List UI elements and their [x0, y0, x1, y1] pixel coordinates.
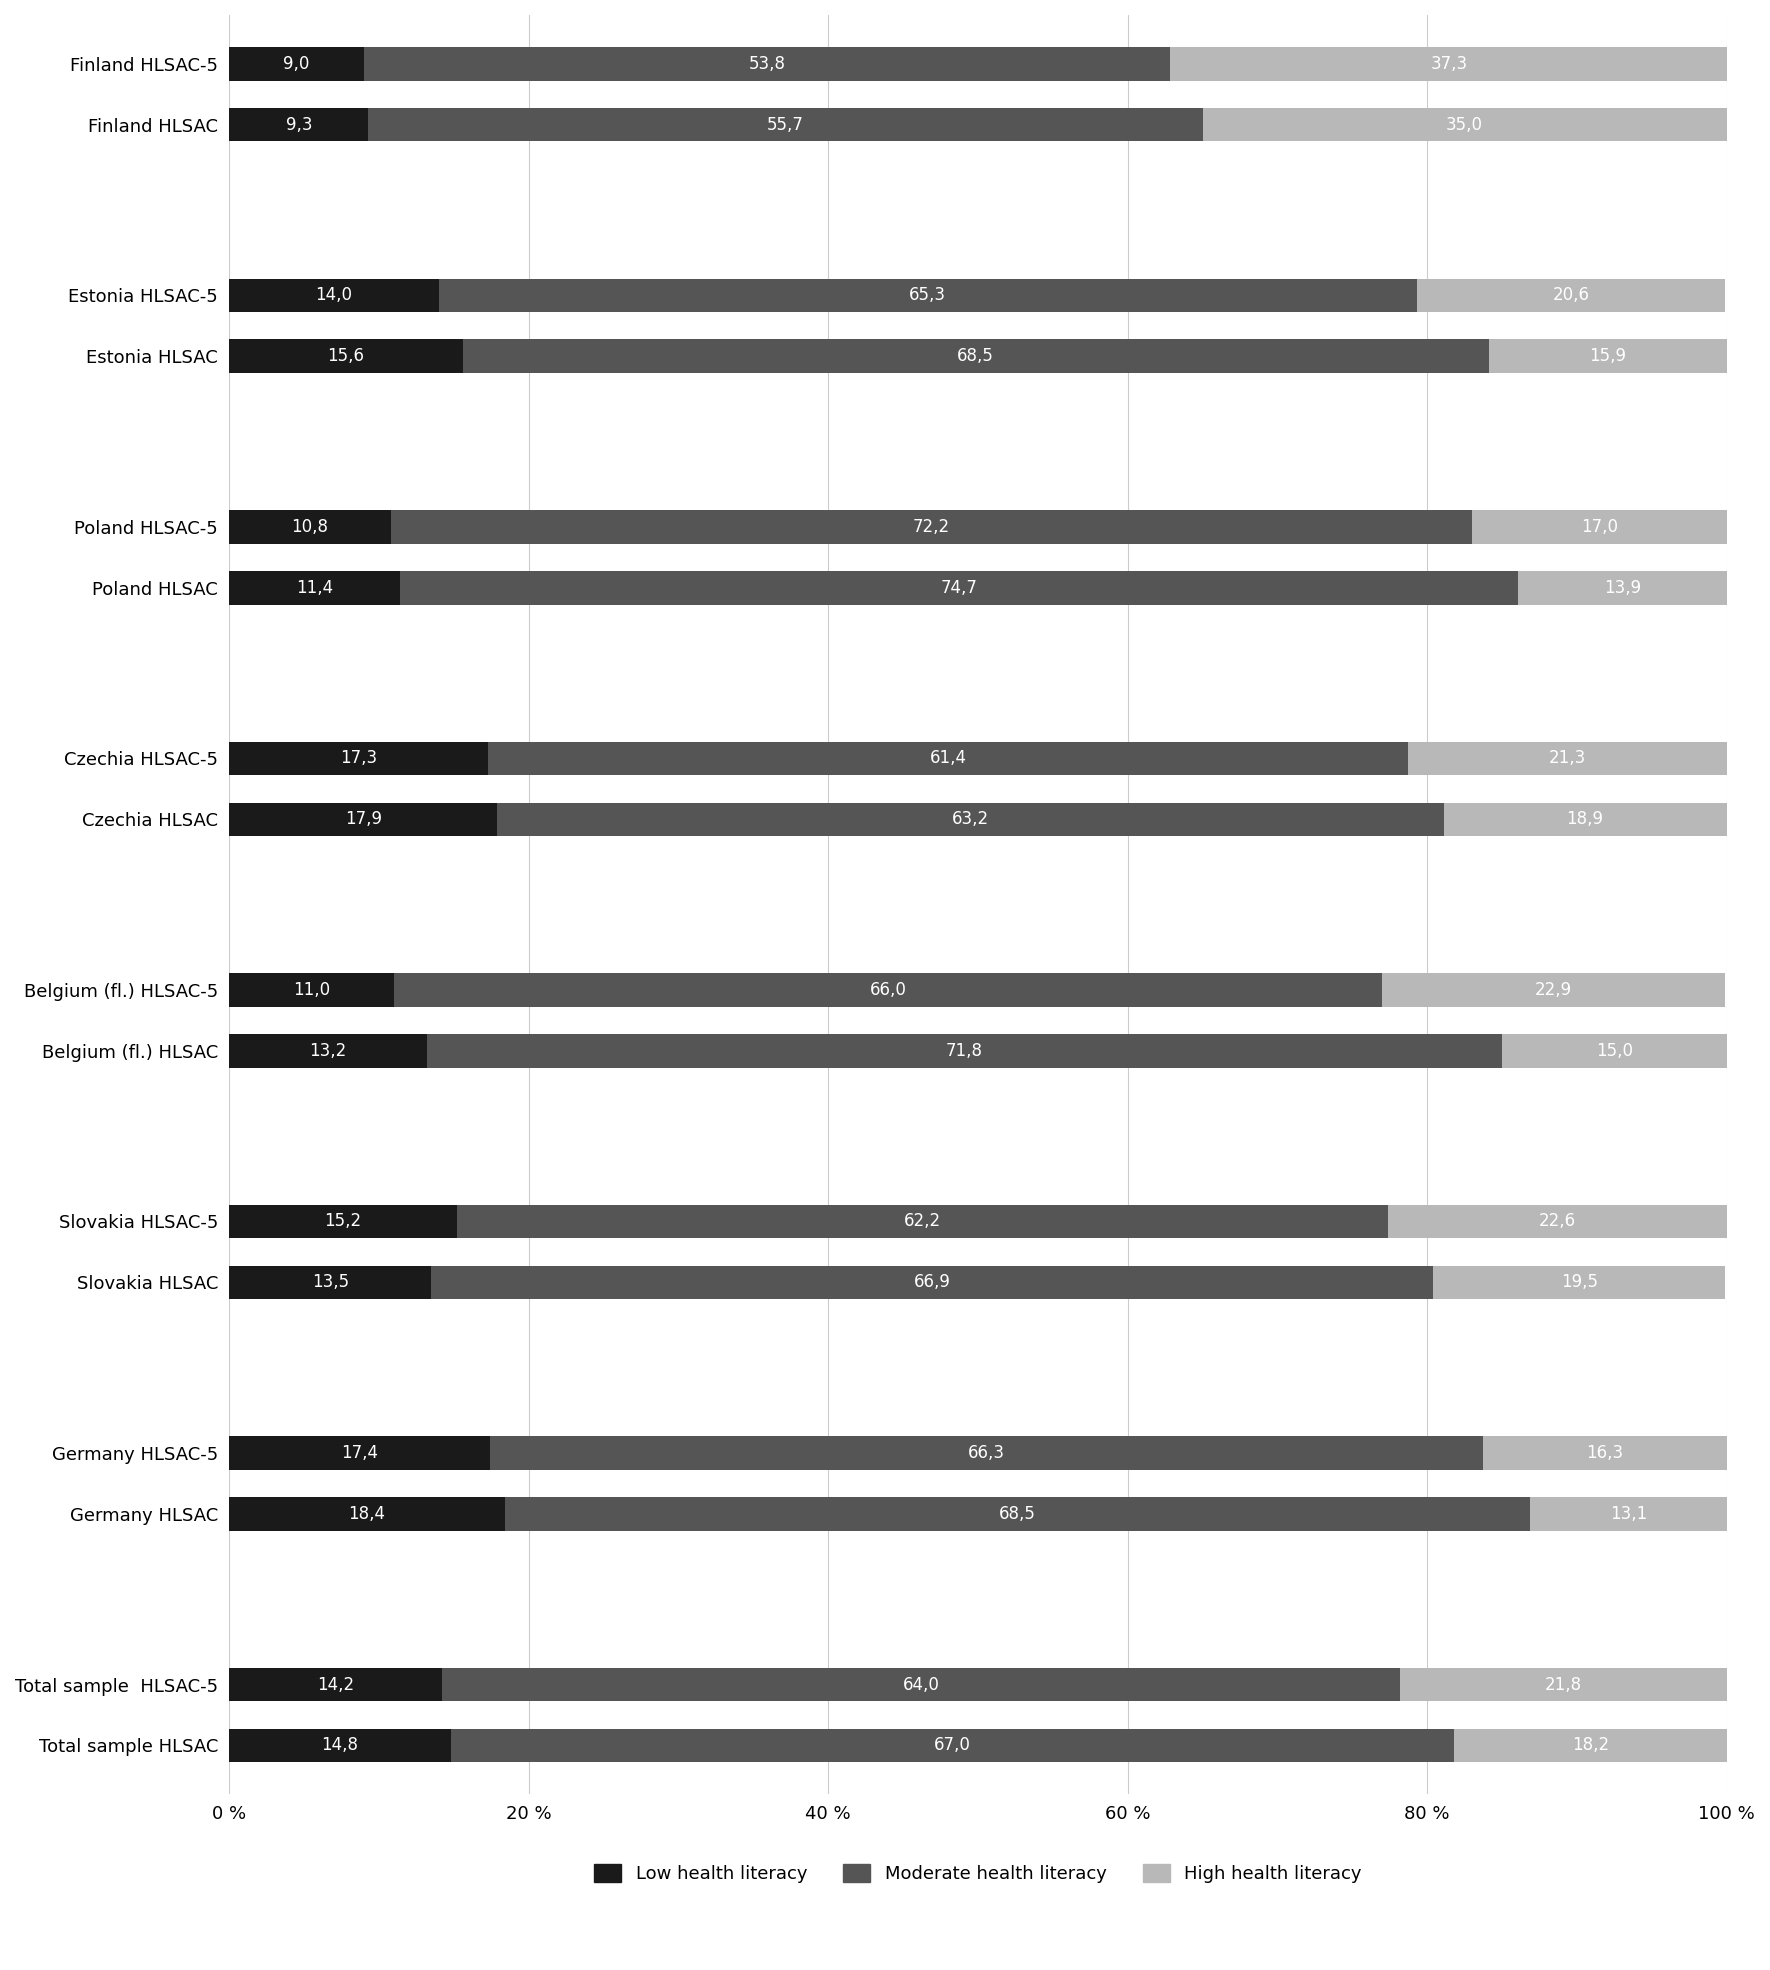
Text: 17,0: 17,0 [1581, 518, 1618, 536]
Text: 66,0: 66,0 [869, 981, 906, 999]
Bar [1503, 1034, 1726, 1068]
Text: 13,9: 13,9 [1604, 579, 1641, 597]
Bar [439, 278, 1416, 311]
Bar [1455, 1730, 1726, 1763]
Text: 14,2: 14,2 [317, 1676, 354, 1694]
Text: 15,9: 15,9 [1589, 347, 1627, 364]
Text: 18,4: 18,4 [349, 1505, 386, 1523]
Bar [230, 1436, 490, 1470]
Bar [490, 1436, 1483, 1470]
Bar [1202, 108, 1726, 142]
Bar [230, 510, 391, 544]
Text: 68,5: 68,5 [1000, 1505, 1035, 1523]
Text: 64,0: 64,0 [903, 1676, 940, 1694]
Text: 11,0: 11,0 [294, 981, 331, 999]
Bar [1382, 973, 1726, 1007]
Text: 15,6: 15,6 [327, 347, 365, 364]
Bar [442, 1669, 1400, 1702]
Bar [1519, 571, 1726, 605]
Bar [395, 973, 1382, 1007]
Bar [230, 1669, 442, 1702]
Text: 11,4: 11,4 [296, 579, 333, 597]
Text: 53,8: 53,8 [749, 55, 786, 73]
Bar [230, 973, 395, 1007]
Text: 68,5: 68,5 [958, 347, 995, 364]
Bar [230, 108, 368, 142]
Text: 37,3: 37,3 [1430, 55, 1467, 73]
Bar [1416, 278, 1726, 311]
Bar [365, 47, 1170, 81]
Text: 22,6: 22,6 [1538, 1212, 1575, 1231]
Text: 18,9: 18,9 [1566, 810, 1604, 827]
Bar [230, 1206, 457, 1239]
Text: 22,9: 22,9 [1535, 981, 1572, 999]
Text: 21,3: 21,3 [1549, 749, 1586, 768]
Legend: Low health literacy, Moderate health literacy, High health literacy: Low health literacy, Moderate health lit… [586, 1854, 1370, 1891]
Text: 14,8: 14,8 [322, 1736, 359, 1755]
Text: 61,4: 61,4 [929, 749, 966, 768]
Bar [230, 1265, 432, 1298]
Bar [230, 1034, 427, 1068]
Text: 63,2: 63,2 [952, 810, 989, 827]
Bar [1400, 1669, 1726, 1702]
Bar [391, 510, 1473, 544]
Text: 17,3: 17,3 [340, 749, 377, 768]
Bar [1473, 510, 1726, 544]
Text: 66,3: 66,3 [968, 1444, 1005, 1462]
Bar [1170, 47, 1728, 81]
Text: 62,2: 62,2 [904, 1212, 942, 1231]
Bar [1489, 339, 1726, 372]
Bar [1388, 1206, 1726, 1239]
Bar [427, 1034, 1503, 1068]
Text: 16,3: 16,3 [1586, 1444, 1623, 1462]
Bar [1531, 1497, 1726, 1531]
Bar [489, 741, 1407, 774]
Bar [400, 571, 1519, 605]
Bar [368, 108, 1202, 142]
Bar [1483, 1436, 1726, 1470]
Bar [230, 571, 400, 605]
Text: 72,2: 72,2 [913, 518, 950, 536]
Bar [497, 802, 1444, 835]
Bar [230, 741, 489, 774]
Text: 74,7: 74,7 [942, 579, 977, 597]
Text: 55,7: 55,7 [766, 116, 804, 134]
Text: 17,9: 17,9 [345, 810, 382, 827]
Text: 21,8: 21,8 [1545, 1676, 1582, 1694]
Bar [230, 1730, 451, 1763]
Bar [230, 802, 497, 835]
Text: 9,0: 9,0 [283, 55, 310, 73]
Bar [230, 339, 462, 372]
Text: 18,2: 18,2 [1572, 1736, 1609, 1755]
Text: 10,8: 10,8 [292, 518, 329, 536]
Text: 67,0: 67,0 [935, 1736, 972, 1755]
Bar [230, 1497, 504, 1531]
Bar [230, 47, 365, 81]
Bar [1407, 741, 1726, 774]
Text: 15,0: 15,0 [1597, 1042, 1632, 1060]
Text: 13,5: 13,5 [312, 1273, 349, 1292]
Bar [451, 1730, 1455, 1763]
Bar [1444, 802, 1726, 835]
Text: 19,5: 19,5 [1561, 1273, 1598, 1292]
Bar [462, 339, 1489, 372]
Text: 65,3: 65,3 [910, 286, 947, 303]
Text: 66,9: 66,9 [913, 1273, 950, 1292]
Text: 20,6: 20,6 [1552, 286, 1589, 303]
Text: 13,1: 13,1 [1611, 1505, 1648, 1523]
Text: 14,0: 14,0 [315, 286, 352, 303]
Text: 17,4: 17,4 [342, 1444, 379, 1462]
Bar [230, 278, 439, 311]
Bar [457, 1206, 1388, 1239]
Text: 71,8: 71,8 [945, 1042, 982, 1060]
Bar [1434, 1265, 1726, 1298]
Bar [504, 1497, 1531, 1531]
Bar [432, 1265, 1434, 1298]
Text: 13,2: 13,2 [310, 1042, 347, 1060]
Text: 15,2: 15,2 [324, 1212, 361, 1231]
Text: 35,0: 35,0 [1446, 116, 1483, 134]
Text: 9,3: 9,3 [285, 116, 312, 134]
